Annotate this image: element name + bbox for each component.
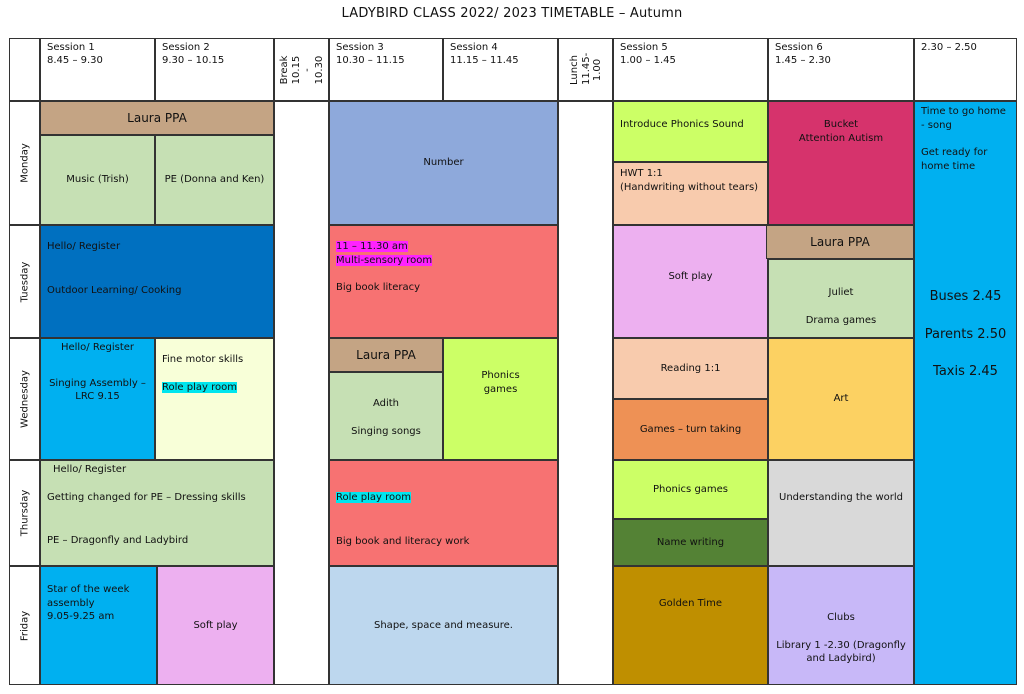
header-session-3: Session 3 10.30 – 11.15 xyxy=(329,38,443,101)
wednesday-session-6: Art xyxy=(768,338,914,460)
friday-session-3-4: Shape, space and measure. xyxy=(329,566,558,685)
wednesday-session-2: Fine motor skills Role play room xyxy=(155,338,274,460)
monday-session-3-4: Number xyxy=(329,101,558,225)
lunch-column xyxy=(558,101,613,685)
header-break: Break 10.15 - 10.30 xyxy=(274,38,329,101)
parents-time: Parents 2.50 xyxy=(924,326,1007,342)
session-time: 8.45 – 9.30 xyxy=(47,54,103,66)
wednesday-session-3: Adith Singing songs xyxy=(329,372,443,460)
day-label-friday: Friday xyxy=(9,566,40,685)
go-home-song: Time to go home - song xyxy=(921,106,1006,131)
header-session-7: 2.30 – 2.50 xyxy=(914,38,1017,101)
session-label: Session 2 xyxy=(162,42,210,53)
lunch-time: 11.45- 1.00 xyxy=(579,52,603,85)
header-lunch: Lunch 11.45- 1.00 xyxy=(558,38,613,101)
buses-time: Buses 2.45 xyxy=(929,289,1002,304)
session-label: Session 6 xyxy=(775,42,823,53)
thursday-session-1-2: Hello/ Register Getting changed for PE –… xyxy=(40,460,274,566)
thursday-session-6: Understanding the world xyxy=(768,460,914,566)
session-time: 1.45 – 2.30 xyxy=(775,54,831,66)
tuesday-session-6: Juliet Drama games xyxy=(768,259,914,338)
session-label: Session 4 xyxy=(450,42,498,53)
friday-session-5: Golden Time xyxy=(613,566,768,685)
thursday-session-5a: Phonics games xyxy=(613,460,768,519)
day-label-monday: Monday xyxy=(9,101,40,225)
tuesday-ppa: Laura PPA xyxy=(766,225,914,259)
session-label: Session 1 xyxy=(47,42,95,53)
session-time: 10.30 – 11.15 xyxy=(336,54,405,66)
tuesday-session-3-4: 11 – 11.30 am Multi-sensory room Big boo… xyxy=(329,225,558,338)
thursday-session-5b: Name writing xyxy=(613,519,768,566)
session-time: 11.15 – 11.45 xyxy=(450,54,519,66)
session-time: 1.00 – 1.45 xyxy=(620,54,676,66)
wednesday-session-5b: Games – turn taking xyxy=(613,399,768,460)
page-title: LADYBIRD CLASS 2022/ 2023 TIMETABLE – Au… xyxy=(341,6,683,21)
monday-session-5a: Introduce Phonics Sound xyxy=(613,101,768,162)
day-label-tuesday: Tuesday xyxy=(9,225,40,338)
monday-session-2: PE (Donna and Ken) xyxy=(155,135,274,225)
header-session-1: Session 1 8.45 – 9.30 xyxy=(40,38,155,101)
thursday-session-3-4: Role play room Big book and literacy wor… xyxy=(329,460,558,566)
header-session-5: Session 5 1.00 – 1.45 xyxy=(613,38,768,101)
header-session-4: Session 4 11.15 – 11.45 xyxy=(443,38,558,101)
header-session-6: Session 6 1.45 – 2.30 xyxy=(768,38,914,101)
monday-session-6: Bucket Attention Autism xyxy=(768,101,914,225)
monday-ppa: Laura PPA xyxy=(40,101,274,135)
break-label: Break xyxy=(278,55,290,84)
day-label-thursday: Thursday xyxy=(9,460,40,566)
tuesday-session-1-2: Hello/ Register Outdoor Learning/ Cookin… xyxy=(40,225,274,338)
friday-session-2: Soft play xyxy=(157,566,274,685)
get-ready: Get ready for home time xyxy=(921,147,988,172)
break-column xyxy=(274,101,329,685)
monday-session-5b: HWT 1:1 (Handwriting without tears) xyxy=(613,162,768,225)
taxis-time: Taxis 2.45 xyxy=(933,364,998,380)
wednesday-session-5a: Reading 1:1 xyxy=(613,338,768,399)
day-label-wednesday: Wednesday xyxy=(9,338,40,460)
header-corner xyxy=(9,38,40,101)
friday-session-1: Star of the week assembly 9.05-9.25 am xyxy=(40,566,157,685)
session-time: 2.30 – 2.50 xyxy=(921,42,977,53)
wednesday-session-4: Phonics games xyxy=(443,338,558,460)
session-time: 9.30 – 10.15 xyxy=(162,54,225,66)
header-session-2: Session 2 9.30 – 10.15 xyxy=(155,38,274,101)
wednesday-session-1: Hello/ Register Singing Assembly – LRC 9… xyxy=(40,338,155,460)
tuesday-session-5: Soft play xyxy=(613,225,768,338)
monday-session-1: Music (Trish) xyxy=(40,135,155,225)
session-label: Session 5 xyxy=(620,42,668,53)
lunch-label: Lunch xyxy=(568,54,580,85)
friday-session-6: Clubs Library 1 -2.30 (Dragonfly and Lad… xyxy=(768,566,914,685)
session-label: Session 3 xyxy=(336,42,384,53)
wednesday-ppa: Laura PPA xyxy=(329,338,443,372)
break-time: 10.15 - 10.30 xyxy=(290,55,324,84)
end-of-day-column: Time to go home - song Get ready for hom… xyxy=(914,101,1017,685)
